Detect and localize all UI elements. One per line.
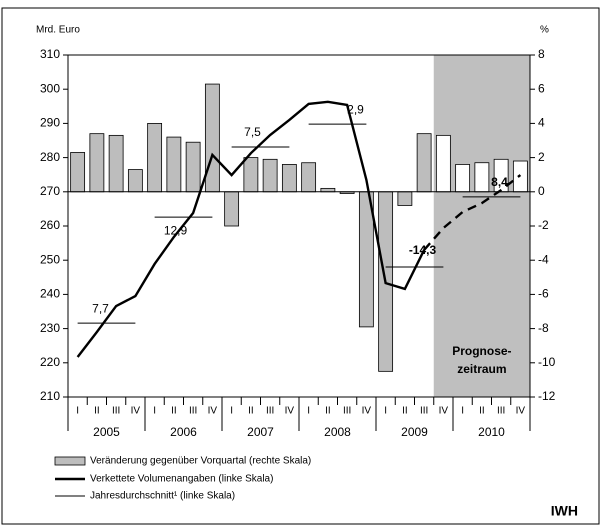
y-tick-label: 230 (40, 321, 60, 335)
y-tick-label: 310 (40, 47, 60, 61)
y-tick-label: 270 (40, 184, 60, 198)
x-tick-label: III (420, 406, 428, 417)
x-tick-label: IV (285, 406, 295, 417)
year-label: 2010 (478, 425, 505, 439)
y2-tick-label: -6 (538, 287, 549, 301)
y-tick-label: 280 (40, 150, 60, 164)
bar (397, 191, 413, 206)
x-tick-label: III (497, 406, 505, 417)
legend-label: Veränderung gegenüber Vorquartal (rechte… (90, 456, 311, 467)
legend-swatch (54, 456, 86, 466)
forecast-label: zeitraum (457, 362, 506, 376)
annual-label: -14,3 (409, 243, 437, 257)
y-tick-label: 300 (40, 81, 60, 95)
x-tick-label: III (189, 406, 197, 417)
x-tick-label: I (384, 406, 387, 417)
bar (416, 133, 432, 193)
y-tick-label: 290 (40, 116, 60, 130)
x-tick-label: III (112, 406, 120, 417)
bar (243, 157, 259, 193)
bar (262, 158, 278, 193)
bar (127, 169, 143, 193)
annual-label: 2,9 (347, 102, 364, 116)
annual-label: 12,9 (164, 223, 188, 237)
x-tick-label: III (266, 406, 274, 417)
y2-tick-label: -2 (538, 218, 549, 232)
bar (166, 136, 182, 193)
bar (301, 162, 317, 193)
x-tick-label: IV (439, 406, 449, 417)
annual-label: 7,5 (244, 125, 261, 139)
bar (281, 164, 297, 193)
y2-tick-label: 0 (538, 184, 545, 198)
year-label: 2006 (170, 425, 197, 439)
x-tick-label: IV (516, 406, 526, 417)
x-tick-label: I (76, 406, 79, 417)
y2-tick-label: 6 (538, 81, 545, 95)
forecast-label: Prognose- (452, 344, 511, 358)
x-tick-label: I (153, 406, 156, 417)
right-axis-label: % (540, 25, 549, 36)
x-tick-label: IV (131, 406, 141, 417)
y2-tick-label: -12 (538, 389, 556, 403)
year-label: 2008 (324, 425, 351, 439)
year-label: 2009 (401, 425, 428, 439)
y-tick-label: 260 (40, 218, 60, 232)
bar (70, 152, 86, 193)
x-tick-label: II (402, 406, 408, 417)
x-tick-label: II (479, 406, 485, 417)
x-tick-label: III (343, 406, 351, 417)
left-axis-label: Mrd. Euro (36, 25, 80, 36)
y2-tick-label: 8 (538, 47, 545, 61)
y2-tick-label: -4 (538, 252, 549, 266)
frame (1, 7, 600, 525)
y-tick-label: 220 (40, 355, 60, 369)
x-tick-label: I (230, 406, 233, 417)
bar (474, 162, 490, 193)
year-label: 2005 (93, 425, 120, 439)
volume-line (76, 100, 426, 358)
y2-tick-label: 4 (538, 116, 545, 130)
annual-label: 8,4 (491, 175, 508, 189)
legend-label: Jahresdurchschnitt¹ (linke Skala) (90, 491, 235, 502)
x-tick-label: II (248, 406, 254, 417)
forecast-area (433, 55, 530, 397)
legend-label: Verkettete Volumenangaben (linke Skala) (90, 474, 273, 485)
bar (435, 134, 451, 193)
x-tick-label: I (307, 406, 310, 417)
x-tick-label: I (461, 406, 464, 417)
bar (455, 164, 471, 193)
bar (108, 134, 124, 193)
y-tick-label: 240 (40, 287, 60, 301)
x-tick-label: II (325, 406, 331, 417)
bar (185, 141, 201, 193)
annual-label: 7,7 (92, 301, 109, 315)
y2-tick-label: -10 (538, 355, 556, 369)
x-tick-label: IV (362, 406, 372, 417)
y-tick-label: 250 (40, 252, 60, 266)
bar (204, 83, 220, 193)
volume-line (423, 174, 522, 251)
year-label: 2007 (247, 425, 274, 439)
x-tick-label: II (94, 406, 100, 417)
y2-tick-label: 2 (538, 150, 545, 164)
bar (147, 123, 163, 193)
bar (320, 187, 336, 193)
x-tick-label: II (171, 406, 177, 417)
y2-tick-label: -8 (538, 321, 549, 335)
bar (89, 133, 105, 193)
x-tick-label: IV (208, 406, 218, 417)
bar (224, 191, 240, 227)
source: IWH (551, 503, 578, 519)
y-tick-label: 210 (40, 389, 60, 403)
